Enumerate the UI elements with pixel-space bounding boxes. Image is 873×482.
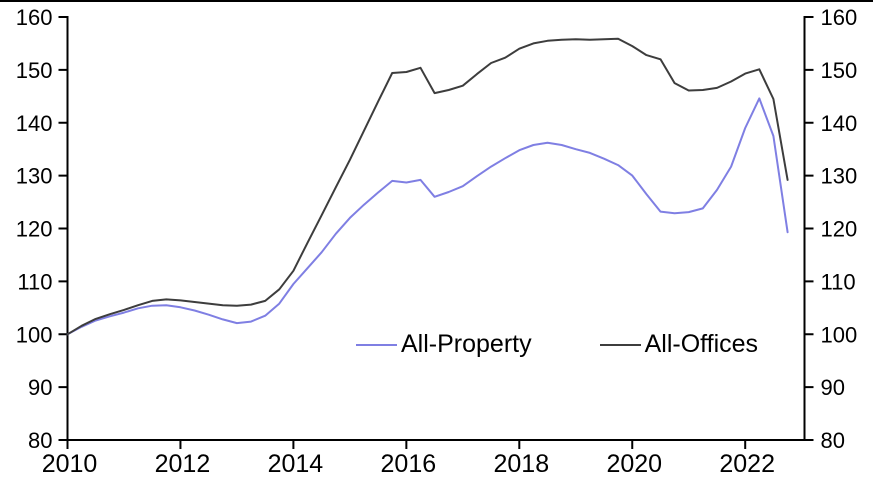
y-tick-label-left: 130 — [16, 164, 53, 189]
x-tick-label: 2010 — [42, 450, 98, 478]
x-tick-label: 2020 — [606, 450, 662, 478]
y-tick-label-right: 160 — [821, 5, 858, 30]
x-tick-label: 2018 — [493, 450, 549, 478]
y-tick-label-left: 100 — [16, 322, 53, 347]
y-tick-label-right: 100 — [821, 322, 858, 347]
series-line-all-offices — [66, 37, 789, 336]
x-tick-label: 2012 — [155, 450, 211, 478]
y-tick-label-right: 130 — [821, 164, 858, 189]
y-tick-label-right: 120 — [821, 217, 858, 242]
y-tick-label-left: 120 — [16, 217, 53, 242]
y-tick-label-left: 150 — [16, 58, 53, 83]
series-line-all-property — [66, 97, 789, 336]
x-tick-label: 2016 — [381, 450, 437, 478]
y-tick-label-left: 160 — [16, 5, 53, 30]
y-tick-label-right: 110 — [821, 269, 856, 294]
y-tick-label-right: 80 — [821, 428, 845, 453]
top-border-line — [0, 0, 873, 2]
y-tick-label-left: 110 — [17, 269, 52, 294]
x-tick-label: 2014 — [268, 450, 324, 478]
y-tick-label-right: 140 — [821, 111, 858, 136]
x-tick-label: 2022 — [719, 450, 775, 478]
y-tick-label-left: 80 — [28, 428, 52, 453]
y-tick-label-left: 140 — [16, 111, 53, 136]
y-tick-label-right: 150 — [821, 58, 858, 83]
y-tick-label-left: 90 — [28, 375, 52, 400]
y-tick-label-right: 90 — [821, 375, 845, 400]
